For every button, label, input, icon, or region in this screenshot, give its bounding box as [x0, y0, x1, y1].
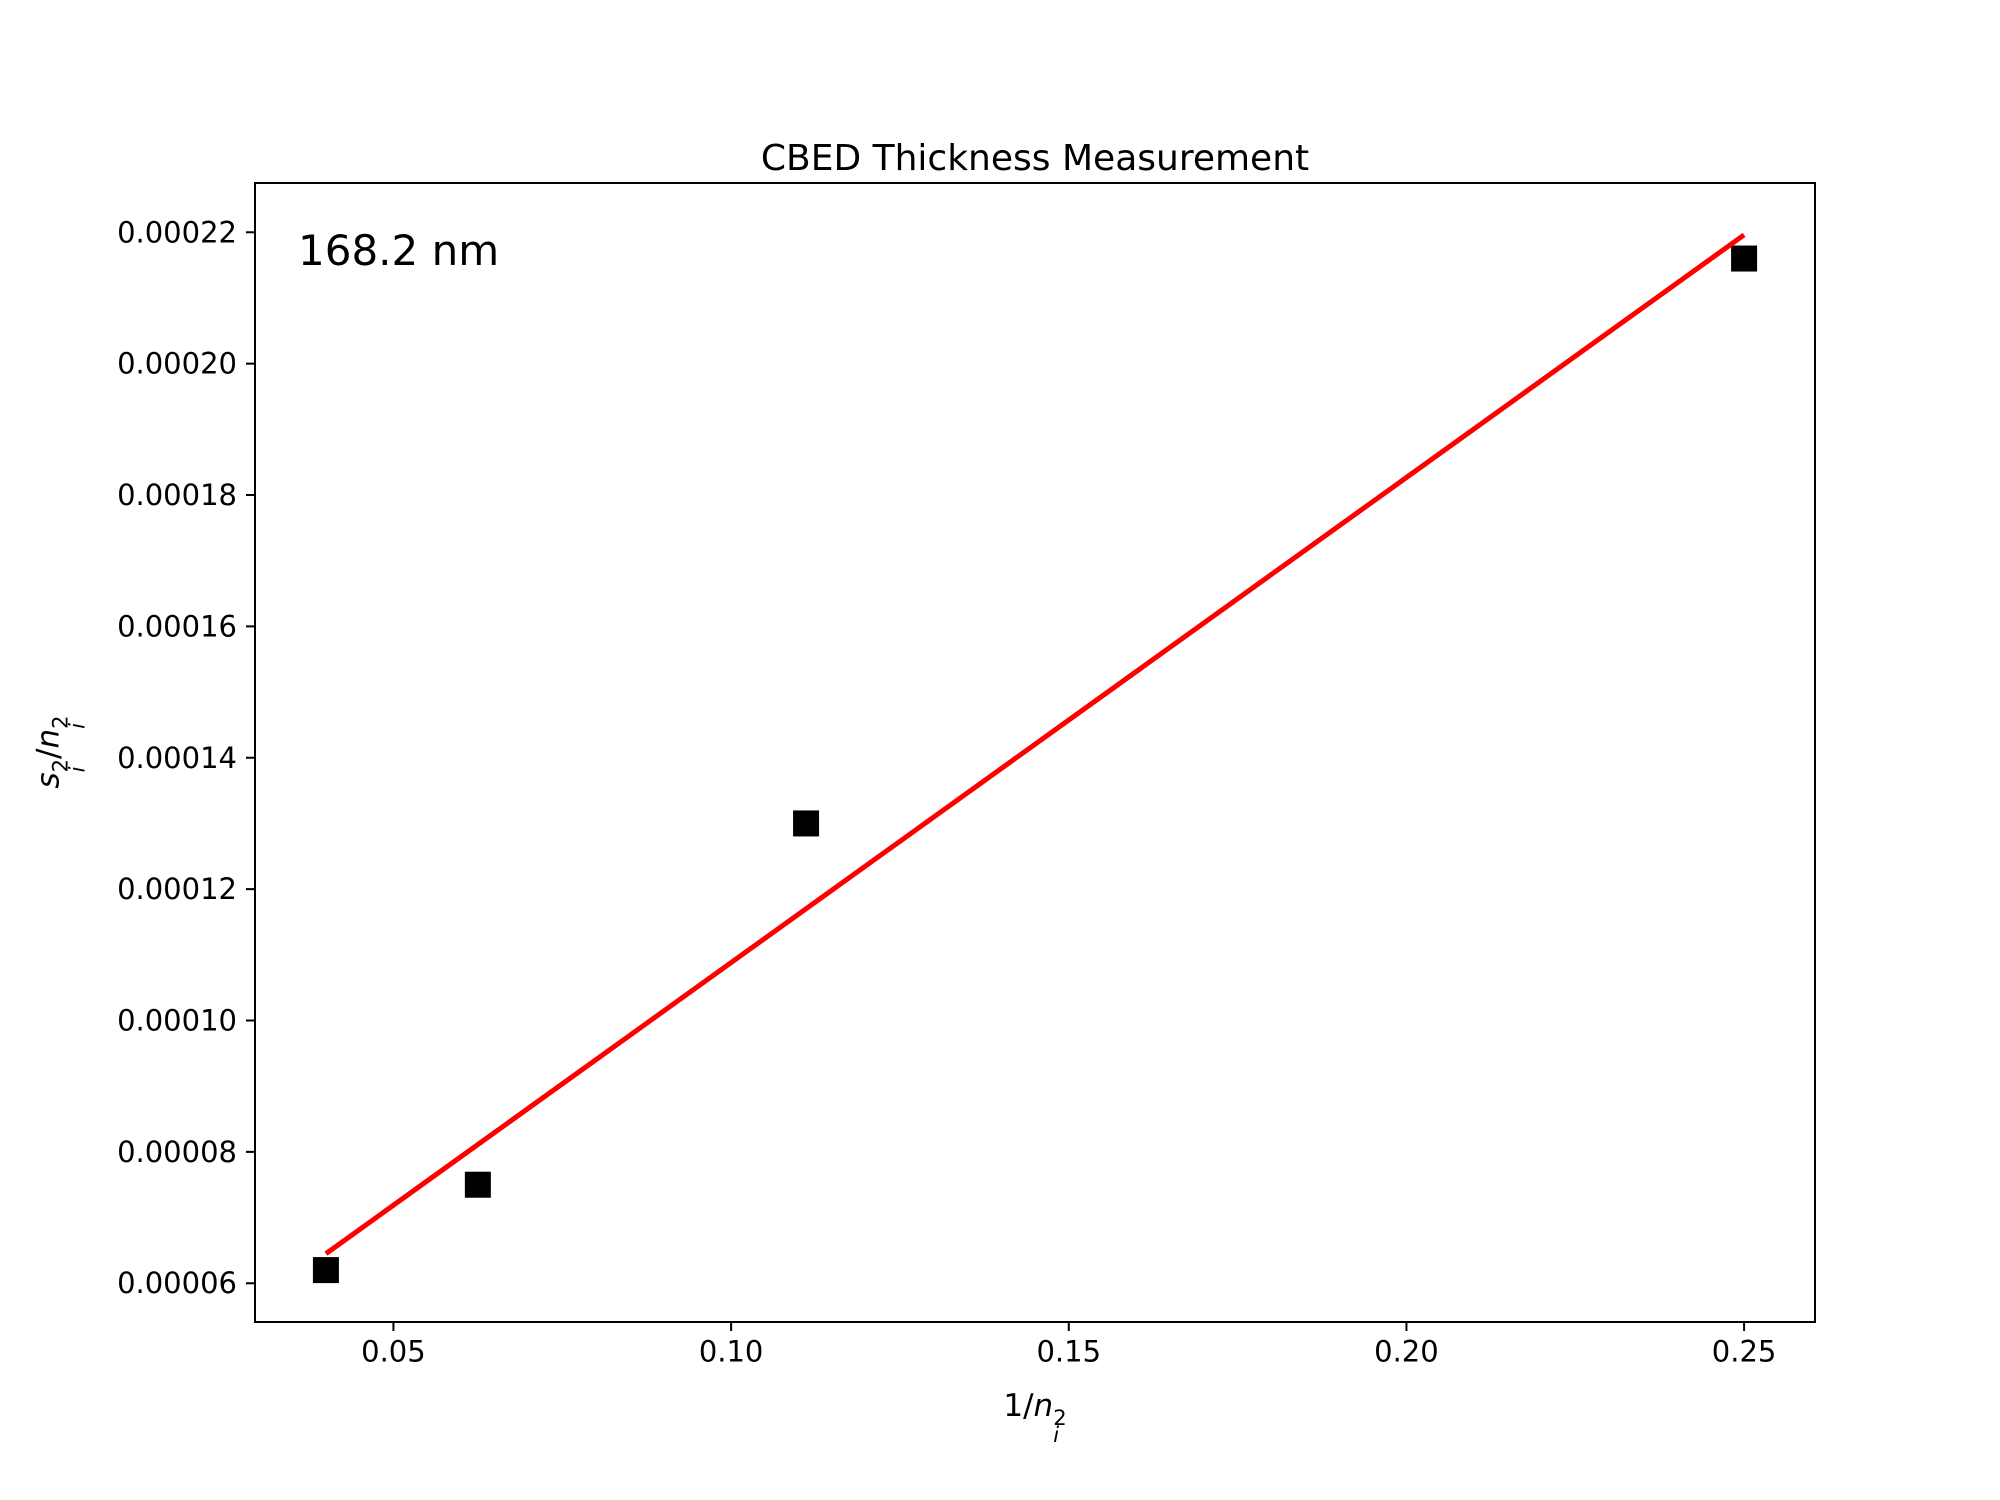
y-tick-label: 0.00008 — [117, 1135, 237, 1169]
data-point — [793, 810, 820, 837]
x-tick-label: 0.10 — [699, 1335, 764, 1369]
y-tick-label: 0.00018 — [117, 478, 237, 512]
x-tick-label: 0.25 — [1712, 1335, 1777, 1369]
x-tick-label: 0.05 — [361, 1335, 426, 1369]
data-point — [312, 1257, 339, 1284]
thickness-annotation: 168.2 nm — [298, 226, 500, 275]
y-tick-label: 0.00014 — [117, 741, 237, 775]
fit-line — [324, 232, 1746, 1256]
axes-spines — [254, 182, 1816, 1323]
x-axis-label: 1/n 2 i — [1003, 1388, 1067, 1447]
chart-title: CBED Thickness Measurement — [760, 138, 1310, 179]
data-point — [1731, 245, 1758, 272]
x-tick-label: 0.15 — [1036, 1335, 1101, 1369]
x-tick-label: 0.20 — [1374, 1335, 1439, 1369]
y-tick-label: 0.00012 — [117, 872, 237, 906]
y-tick-label: 0.00010 — [117, 1004, 237, 1038]
y-tick-label: 0.00022 — [117, 215, 237, 249]
y-axis-label: s 2 i/n 2 i — [30, 715, 90, 789]
data-point — [464, 1171, 491, 1198]
y-tick-label: 0.00020 — [117, 347, 237, 381]
y-tick-label: 0.00006 — [117, 1266, 237, 1300]
y-tick-label: 0.00016 — [117, 609, 237, 643]
